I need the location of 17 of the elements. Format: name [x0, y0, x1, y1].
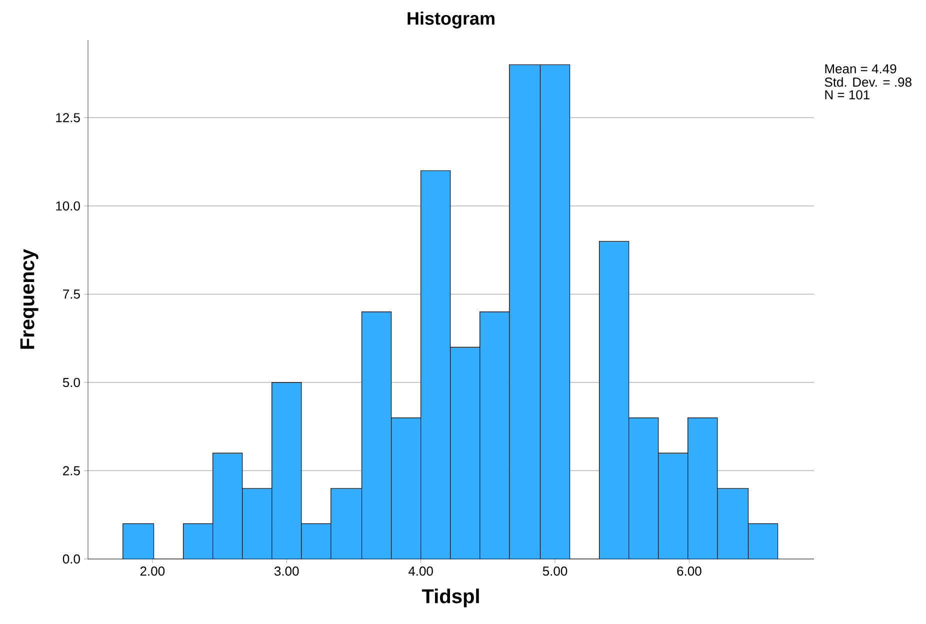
x-axis-title: Tidspl — [422, 588, 479, 608]
text: Std. Dev. = .98 — [824, 77, 912, 87]
y-tick-label: 0.0 — [62, 554, 80, 564]
x-tick-label: 3.00 — [274, 566, 299, 576]
x-tick-label: 4.00 — [408, 566, 433, 576]
y-axis-title: Frequency — [20, 249, 38, 349]
y-tick-label: 5.0 — [62, 378, 80, 388]
x-tick-label: 6.00 — [677, 566, 702, 576]
y-tick-label: 10.0 — [56, 201, 80, 211]
text: Mean = 4.49 — [825, 64, 896, 74]
y-tick-label: 2.5 — [63, 466, 80, 476]
y-tick-label: 7.5 — [63, 290, 80, 299]
x-tick-label: 5.00 — [542, 566, 568, 576]
y-tick-label: 12.5 — [56, 113, 80, 122]
x-tick-label: 2.00 — [140, 566, 165, 576]
text: N = 101 — [825, 90, 870, 100]
chart-title: Histogram — [408, 12, 494, 28]
